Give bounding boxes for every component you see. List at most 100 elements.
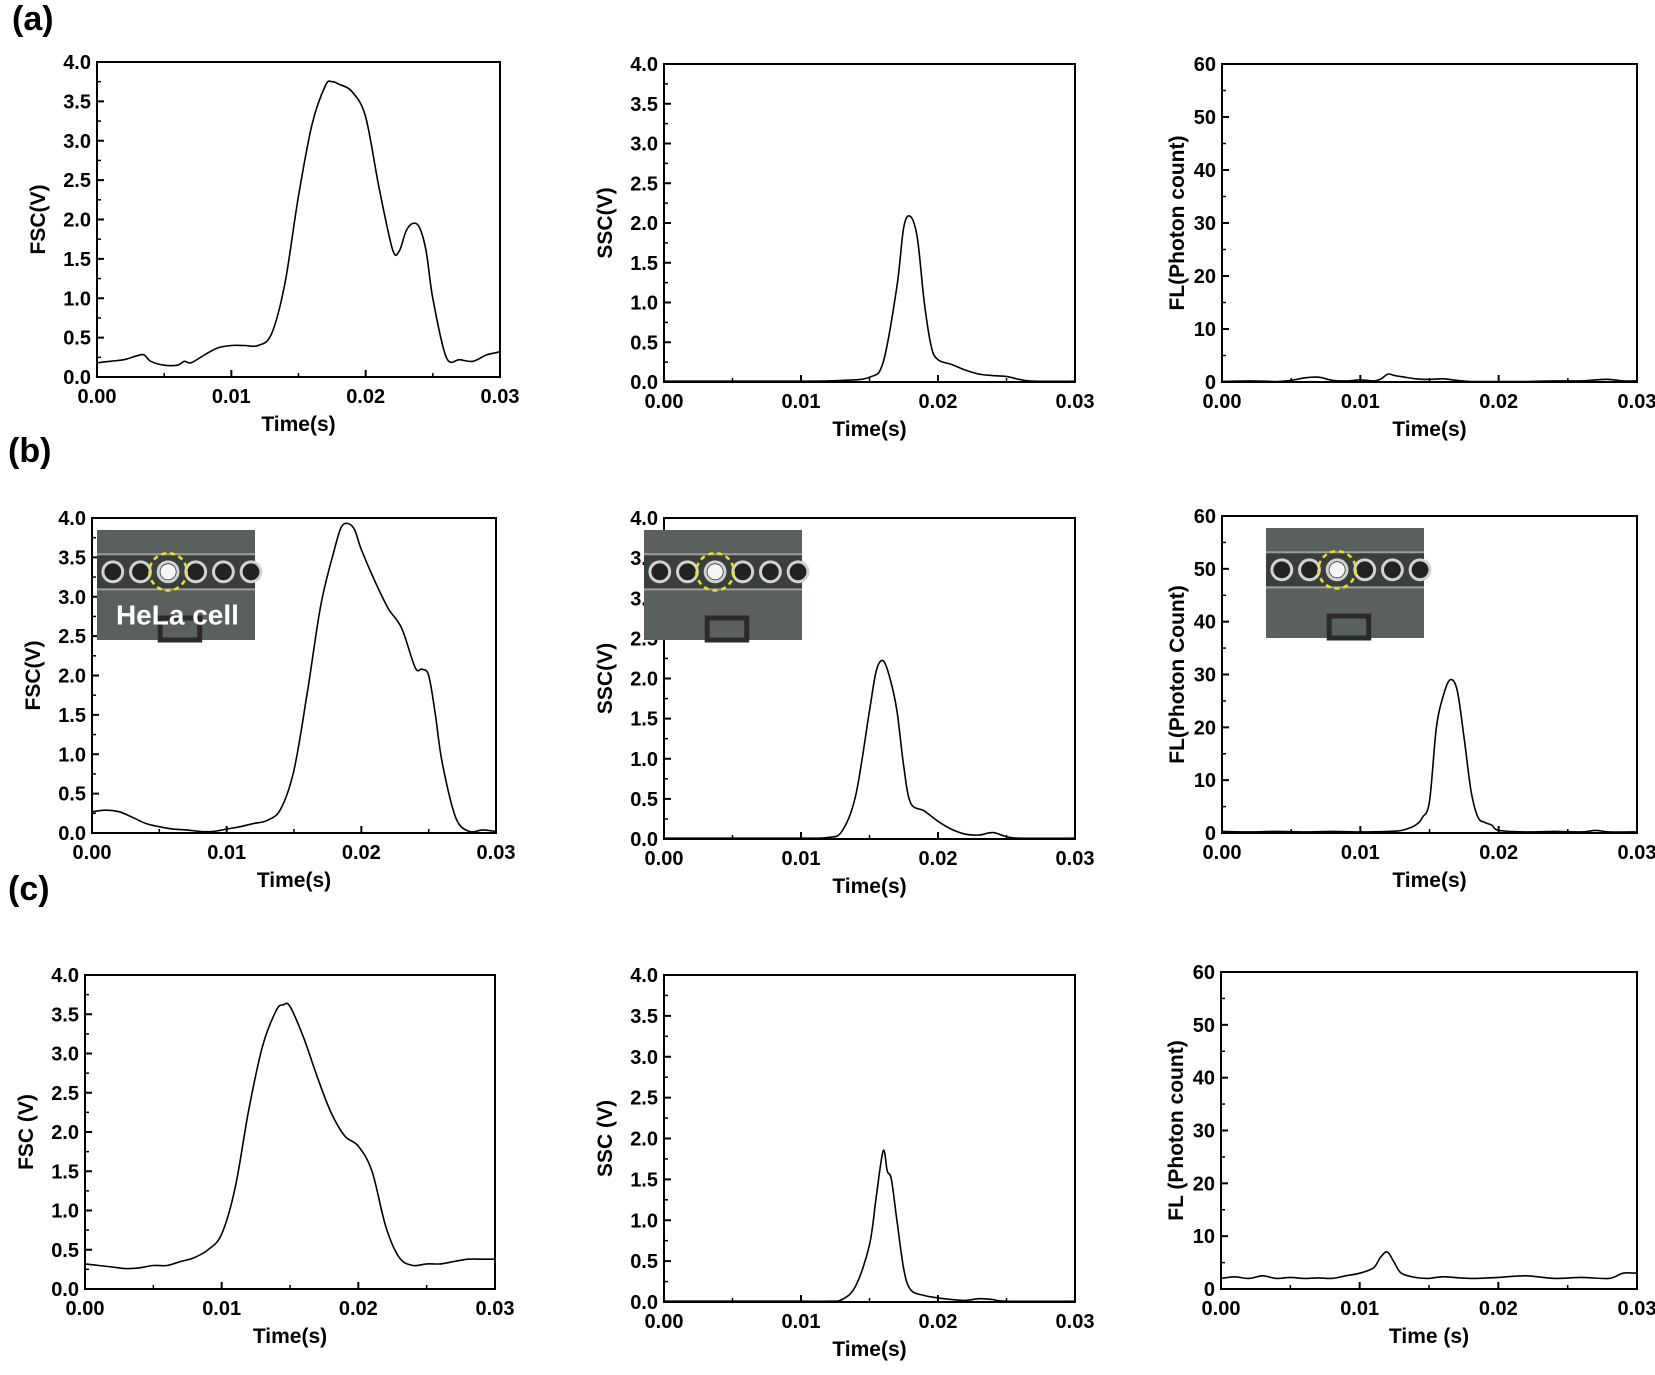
chart-a3: 0 10 20 30 40 50 60 0.00 0.01 0.02 0.03 Time(s) FL(P… (1166, 54, 1655, 441)
plot-frame (663, 974, 1076, 1303)
y-tick-label: 50 (1193, 1015, 1215, 1037)
x-tick-label: 0.02 (1479, 842, 1518, 864)
highlight-circle-icon (148, 551, 189, 592)
well-icon (212, 560, 235, 584)
x-tick-label: 0.03 (1618, 391, 1655, 413)
well-icon (648, 560, 672, 584)
y-axis-label: SSC(V) (594, 187, 617, 258)
y-tick-label: 1.0 (51, 1201, 79, 1223)
panel-label-b: (b) (8, 432, 52, 470)
x-tick-label: 0.01 (1341, 391, 1380, 413)
y-tick-label: 0.0 (58, 823, 86, 845)
inset-micrograph: HeLa cell (97, 530, 263, 643)
y-tick-label: 40 (1194, 160, 1216, 182)
y-tick-label: 2.5 (630, 173, 658, 195)
chart-c2: 0.0 0.5 1.0 1.5 2.0 2.5 3.0 3.5 4.0 0.00 0.01 0.02 0… (594, 965, 1094, 1361)
y-tick-label: 0.0 (630, 829, 658, 851)
y-tick-label: 60 (1193, 962, 1215, 984)
y-tick-label: 2.5 (630, 1088, 658, 1110)
series-line (663, 1149, 1076, 1303)
y-tick-label: 2.0 (63, 210, 91, 232)
panel-label-c: (c) (8, 870, 50, 908)
well-icon (184, 560, 208, 584)
y-tick-label: 0.5 (630, 1251, 658, 1273)
y-tick-label: 0.5 (51, 1240, 79, 1262)
y-axis-label: FSC(V) (22, 641, 45, 711)
y-tick-label: 3.5 (630, 1006, 658, 1028)
y-tick-label: 2.0 (630, 669, 658, 691)
series-line (96, 80, 501, 367)
x-tick-label: 0.00 (645, 848, 684, 870)
chart-a2: 0.0 0.5 1.0 1.5 2.0 2.5 3.0 3.5 4.0 0.00 0.01 0.02 0… (594, 54, 1094, 441)
y-tick-label: 4.0 (58, 508, 86, 530)
x-tick-label: 0.03 (1618, 1298, 1655, 1320)
x-tick-label: 0.03 (476, 1298, 515, 1320)
y-tick-label: 4.0 (630, 965, 658, 987)
x-tick-label: 0.02 (919, 848, 958, 870)
y-tick-label: 4.0 (630, 508, 658, 530)
y-tick-label: 60 (1194, 506, 1216, 528)
y-tick-label: 20 (1194, 266, 1216, 288)
x-tick-label: 0.03 (1056, 1311, 1095, 1333)
series-line (1221, 678, 1638, 833)
chart-c3: 0 10 20 30 40 50 60 0.00 0.01 0.02 0.03 Time (s) FL … (1165, 962, 1655, 1348)
inset-caption: HeLa cell (116, 600, 239, 631)
y-tick-label: 3.5 (63, 91, 91, 113)
x-axis-label: Time(s) (832, 1338, 906, 1361)
x-tick-label: 0.01 (1340, 1298, 1379, 1320)
cell-icon (1329, 562, 1345, 578)
chart-a1: 0.0 0.5 1.0 1.5 2.0 2.5 3.0 3.5 4.0 0.00 0.01 0.02 0… (27, 52, 519, 436)
y-tick-label: 1.5 (630, 1169, 658, 1191)
well-icon (129, 560, 152, 584)
well-icon (1408, 558, 1432, 582)
y-tick-label: 0.5 (630, 332, 658, 354)
y-tick-label: 3.0 (51, 1044, 79, 1066)
x-tick-label: 0.02 (919, 1311, 958, 1333)
y-tick-label: 2.5 (63, 170, 91, 192)
well-icon (786, 560, 810, 584)
well-icon (239, 560, 263, 584)
y-tick-label: 1.0 (630, 1210, 658, 1232)
y-tick-label: 0.0 (630, 372, 658, 394)
x-tick-label: 0.01 (202, 1298, 241, 1320)
y-tick-label: 0.5 (63, 328, 91, 350)
plot-frame (1221, 63, 1638, 383)
well-icon (1381, 558, 1404, 582)
y-tick-label: 10 (1194, 319, 1216, 341)
y-tick-label: 50 (1194, 559, 1216, 581)
y-tick-label: 0 (1205, 372, 1216, 394)
well-icon (1353, 558, 1377, 582)
y-tick-label: 0.5 (58, 784, 86, 806)
y-tick-label: 1.0 (630, 293, 658, 315)
plot-frame (1220, 971, 1638, 1290)
x-tick-label: 0.02 (346, 386, 385, 408)
y-tick-label: 3.0 (630, 134, 658, 156)
y-tick-label: 50 (1194, 107, 1216, 129)
x-tick-label: 0.00 (1203, 842, 1242, 864)
y-tick-label: 10 (1194, 770, 1216, 792)
well-icon (676, 560, 699, 584)
x-tick-label: 0.02 (1479, 1298, 1518, 1320)
x-tick-label: 0.02 (339, 1298, 378, 1320)
y-tick-label: 3.0 (58, 587, 86, 609)
x-tick-label: 0.01 (207, 842, 246, 864)
y-tick-label: 1.5 (58, 705, 86, 727)
x-tick-label: 0.03 (1056, 391, 1095, 413)
x-tick-label: 0.01 (212, 386, 251, 408)
y-tick-label: 1.5 (630, 709, 658, 731)
y-tick-label: 10 (1193, 1226, 1215, 1248)
x-tick-label: 0.00 (1202, 1298, 1241, 1320)
cell-icon (707, 564, 723, 580)
y-tick-label: 0.0 (63, 367, 91, 389)
x-tick-label: 0.03 (477, 842, 516, 864)
y-tick-label: 1.5 (51, 1161, 79, 1183)
y-axis-label: FL(Photon count) (1166, 136, 1189, 311)
y-tick-label: 2.0 (58, 666, 86, 688)
x-axis-label: Time(s) (1392, 418, 1466, 441)
chart-c1: 0.0 0.5 1.0 1.5 2.0 2.5 3.0 3.5 4.0 0.00 0.01 0.02 0… (15, 965, 514, 1348)
y-axis-label: SSC (V) (594, 1100, 617, 1177)
y-tick-label: 40 (1194, 612, 1216, 634)
x-tick-label: 0.00 (645, 1311, 684, 1333)
chart-b3: 0 10 20 30 40 50 60 0.00 0.01 0.02 0.03 Time(s) FL(P… (1166, 506, 1655, 892)
